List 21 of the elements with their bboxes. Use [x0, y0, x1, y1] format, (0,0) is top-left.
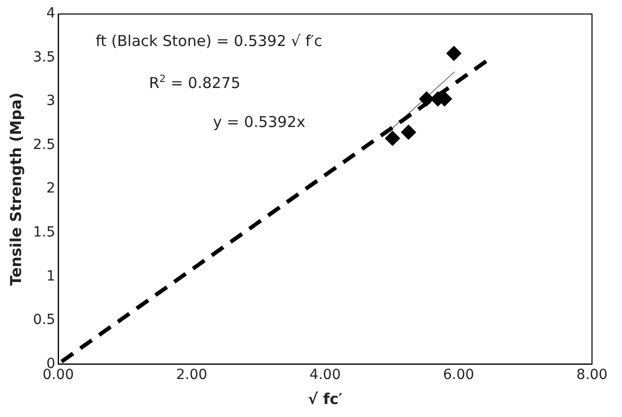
point: [419, 91, 434, 106]
annotation: R$^{2}$ = 0.8275: [148, 74, 240, 92]
y-tick-label: 1: [46, 268, 56, 284]
y-tick-label: 1.5: [33, 224, 56, 241]
annotation: ft (Black Stone) = 0.5392 √ f′c: [96, 32, 322, 50]
y-axis-title: Tensile Strength (Mpa): [6, 92, 25, 286]
y-tick-label: 2.5: [33, 136, 56, 153]
point: [385, 130, 400, 146]
y-tick-label: 4: [46, 6, 56, 22]
y-tick-label: 3.5: [33, 49, 56, 66]
x-tick-label: 4.00: [310, 367, 341, 384]
point: [446, 46, 462, 61]
point: [401, 124, 416, 140]
x-tick-label: 8.00: [576, 367, 608, 384]
y-tick-label: 2: [46, 180, 56, 197]
x-tick-label: 2.00: [176, 367, 208, 384]
x-axis-title: √ fc′: [308, 390, 342, 408]
x-tick-label: 6.00: [442, 367, 474, 384]
annotation: y = 0.5392x: [213, 112, 306, 131]
y-tick-label: 0.5: [33, 312, 56, 328]
y-tick-label: 3: [46, 93, 56, 110]
